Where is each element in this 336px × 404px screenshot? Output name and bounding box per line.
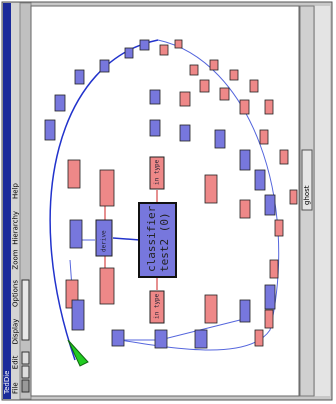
node[interactable] [74, 69, 85, 85]
menu: File Edit Display Options Zoom Hierarchy Help [12, 182, 20, 394]
edge [112, 237, 141, 241]
node[interactable] [189, 64, 199, 76]
node[interactable] [99, 169, 115, 207]
node[interactable] [159, 44, 169, 56]
tool-button[interactable] [21, 351, 30, 365]
edge [119, 39, 280, 351]
node[interactable] [204, 174, 218, 204]
node[interactable] [239, 149, 251, 171]
menu-bar [11, 3, 20, 399]
node[interactable] [269, 259, 279, 279]
node[interactable] [264, 194, 276, 216]
edge [115, 319, 241, 341]
node[interactable] [99, 267, 115, 305]
node[interactable] [254, 329, 264, 347]
tool-field[interactable] [21, 279, 30, 341]
menu-item[interactable]: Options [12, 280, 20, 307]
node[interactable] [199, 79, 210, 93]
node[interactable] [95, 219, 113, 257]
node[interactable] [239, 199, 251, 219]
edges [49, 39, 280, 361]
scroll-label: ghost [303, 185, 311, 205]
node[interactable] [259, 129, 269, 145]
node[interactable] [149, 89, 161, 105]
node[interactable] [124, 47, 134, 59]
node[interactable] [279, 149, 289, 165]
menu-item[interactable]: Display [12, 319, 20, 345]
node[interactable] [149, 119, 161, 137]
node[interactable] [54, 94, 66, 112]
node[interactable] [149, 156, 165, 190]
node[interactable] [264, 99, 274, 115]
node[interactable] [194, 329, 208, 349]
status-strip [315, 6, 330, 396]
node[interactable] [249, 79, 259, 93]
node[interactable] [219, 87, 230, 101]
node-label: derive [101, 230, 108, 252]
node[interactable] [274, 219, 284, 237]
menu-item[interactable]: File [12, 382, 20, 394]
node[interactable] [229, 69, 239, 81]
node[interactable] [99, 59, 110, 73]
node[interactable] [214, 129, 226, 149]
node[interactable] [179, 91, 191, 107]
menu-item[interactable]: Hierarchy [12, 211, 20, 245]
pointer-marker [67, 339, 89, 367]
node[interactable] [174, 39, 183, 49]
menu-item[interactable]: Edit [12, 355, 20, 369]
tool-button[interactable] [21, 379, 30, 393]
node[interactable] [69, 219, 83, 249]
node[interactable] [139, 39, 150, 51]
node[interactable] [264, 309, 274, 329]
nodes [44, 39, 298, 349]
node[interactable] [71, 299, 85, 331]
menu-item[interactable]: Help [12, 182, 20, 199]
center-node[interactable] [138, 202, 177, 278]
node-label: in type [154, 159, 161, 185]
title-bar [3, 3, 11, 399]
node[interactable] [149, 290, 165, 324]
node[interactable] [179, 124, 191, 142]
node[interactable] [289, 189, 298, 205]
node[interactable] [111, 329, 125, 347]
center-label: classifier [145, 205, 158, 272]
edge [49, 39, 159, 361]
node[interactable] [264, 284, 276, 310]
node[interactable] [67, 159, 81, 189]
node-label: in type [154, 293, 161, 319]
node[interactable] [239, 299, 251, 323]
node[interactable] [44, 119, 56, 141]
node[interactable] [254, 169, 266, 191]
node[interactable] [239, 99, 250, 115]
menu-item[interactable]: Zoom [12, 249, 20, 269]
node[interactable] [204, 294, 218, 324]
tool-button[interactable] [21, 365, 30, 379]
node[interactable] [209, 59, 219, 71]
window-title: TedDie [3, 371, 11, 395]
node[interactable] [154, 329, 168, 349]
toolbar-buttons [21, 279, 30, 393]
center-label: test2 (0) [158, 212, 171, 272]
scroll-thumb[interactable] [301, 149, 313, 211]
